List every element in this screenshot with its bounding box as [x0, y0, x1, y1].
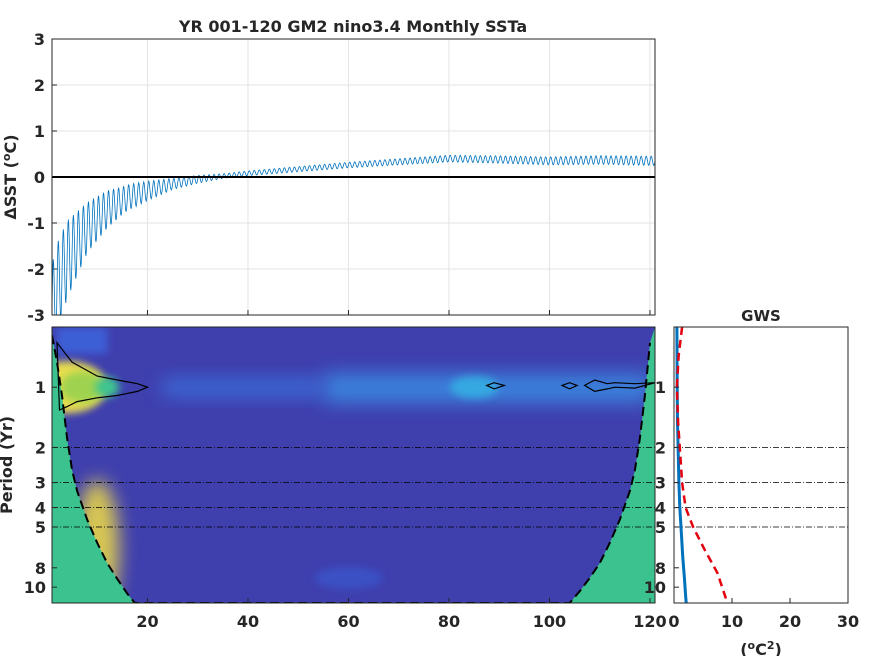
wavelet-ytick-label: 2 [35, 438, 46, 457]
gws-title: GWS [741, 307, 781, 325]
gws-ytick-label: 3 [655, 474, 666, 493]
gws-ytick-label: 10 [644, 578, 666, 597]
significance-contour [560, 382, 579, 390]
wavelet-ytick-label: 1 [35, 378, 46, 397]
wavelet-xtick-label: 100 [533, 612, 566, 631]
power-blob [314, 567, 383, 590]
timeseries-ytick-label: 2 [34, 76, 45, 95]
timeseries-panel: YR 001-120 GM2 nino3.4 Monthly SSTa 3 2 1 0… [0, 17, 656, 325]
cone-of-influence-line [52, 335, 651, 603]
gws-reference-lines [674, 446, 848, 528]
wavelet-xtick-label: 20 [136, 612, 158, 631]
gws-plot-area [674, 327, 848, 603]
gws-xticks: 0 10 20 30 [668, 598, 859, 631]
wavelet-reference-lines [52, 446, 655, 528]
gws-ytick-label: 4 [655, 499, 666, 518]
wavelet-yticks: 1 2 3 45 810 [24, 378, 57, 597]
wavelet-background [52, 327, 655, 603]
ssta-series-line [52, 144, 655, 315]
wavelet-ytick-label: 5 [35, 518, 46, 537]
significance-contour [583, 379, 655, 393]
timeseries-yticks: 3 2 1 0 -1 -2 -3 [27, 30, 651, 325]
wavelet-xtick-label: 120 [633, 612, 666, 631]
timeseries-ytick-label: -2 [27, 260, 45, 279]
timeseries-ytick-label: -3 [27, 306, 45, 325]
wavelet-axes-box [51, 326, 656, 604]
wavelet-xtick-label: 60 [337, 612, 359, 631]
wavelet-xtick-label: 40 [237, 612, 259, 631]
timeseries-ytick-label: -1 [27, 214, 45, 233]
significance-contour [56, 340, 150, 411]
timeseries-ytick-label: 3 [34, 30, 45, 49]
timeseries-axes-box [51, 38, 656, 316]
gws-series [675, 327, 729, 603]
annual-band-faint [162, 378, 324, 398]
wavelet-xtick-label: 80 [438, 612, 460, 631]
timeseries-ylabel: ΔSST (oC) [0, 134, 20, 219]
wavelet-ytick-label: 3 [35, 474, 46, 493]
gws-ytick-label: 1 [655, 378, 666, 397]
wavelet-ytick-label: 8 [35, 559, 46, 578]
timeseries-title: YR 001-120 GM2 nino3.4 Monthly SSTa [178, 17, 527, 36]
subannual-streak [57, 327, 108, 354]
wavelet-ytick-label: 10 [24, 578, 46, 597]
significance-contour [485, 382, 507, 390]
significance-contours [56, 340, 655, 411]
gws-yticks: 1 2 3 45 810 [644, 378, 679, 597]
gws-xtick-label: 10 [721, 612, 743, 631]
wavelet-xticks: 20 40 60 80 100 120 [136, 598, 667, 631]
gws-xtick-label: 30 [837, 612, 859, 631]
power-blob [95, 377, 120, 398]
gws-axes-box [673, 326, 849, 604]
gws-xlabel: (oC2) [740, 639, 782, 656]
wavelet-ylabel: Period (Yr) [0, 416, 16, 514]
gws-significance-line [675, 327, 729, 603]
wavelet-ytick-label: 4 [35, 499, 46, 518]
timeseries-ytick-label: 1 [34, 122, 45, 141]
gws-ytick-label: 8 [655, 559, 666, 578]
gws-ytick-label: 5 [655, 518, 666, 537]
cone-of-influence-area [52, 327, 655, 603]
timeseries-ytick-label: 0 [34, 168, 45, 187]
power-blob [60, 371, 105, 404]
gws-xtick-label: 20 [779, 612, 801, 631]
gws-xtick-label: 0 [668, 612, 679, 631]
power-blob [450, 376, 499, 399]
gws-ytick-label: 2 [655, 438, 666, 457]
